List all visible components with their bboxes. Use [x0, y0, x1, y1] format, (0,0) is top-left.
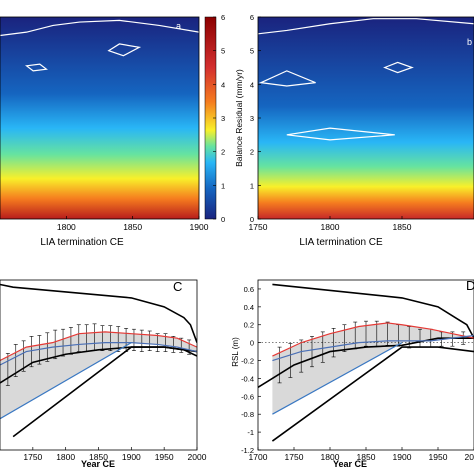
y-tick-label: 0: [250, 215, 254, 224]
x-tick-label: 1850: [89, 452, 108, 462]
colorbar-tick-label: 1: [221, 181, 225, 190]
series-line: [0, 346, 197, 384]
y-tick-label: 4: [250, 80, 254, 89]
y-tick-label: -0.6: [241, 392, 254, 401]
y-tick-label: 0.2: [244, 321, 254, 330]
panel-b-xlabel: LIA termination CE: [299, 237, 383, 248]
x-tick-label: 1950: [429, 452, 448, 462]
y-tick-label: 5: [250, 47, 254, 56]
panel-a-label: a: [176, 21, 181, 31]
y-tick-label: 6: [250, 13, 254, 22]
x-tick-label: 1750: [285, 452, 304, 462]
panel-c-label: C: [173, 279, 182, 294]
x-tick-label: 1800: [321, 452, 340, 462]
series-line: [0, 342, 197, 366]
colorbar-tick-label: 6: [221, 13, 225, 22]
y-tick-label: 2: [250, 148, 254, 157]
y-tick-label: -1: [247, 428, 254, 437]
x-tick-label: 1850: [357, 452, 376, 462]
colorbar-tick-label: 5: [221, 47, 225, 56]
y-tick-label: 1: [250, 181, 254, 190]
series-line: [272, 342, 403, 415]
contour-line: [258, 18, 474, 35]
panel-a-frame: [0, 16, 200, 220]
panel-b: b 1750 1800 1850 0 1 2 3 4 5 6 Balance Residual …: [234, 13, 474, 248]
y-tick-label: 0: [250, 339, 254, 348]
x-tick-label: 1700: [249, 452, 268, 462]
panel-d-xlabel: Year CE: [333, 459, 367, 469]
series-line: [272, 334, 474, 362]
panel-d-label: D: [466, 278, 474, 293]
x-tick-label: 1750: [249, 222, 268, 232]
panel-b-label: b: [467, 37, 472, 47]
series-line: [272, 322, 474, 357]
series-line: [272, 283, 474, 339]
panel-a: a 1800 1850 1900 LIA termination CE 0 1 2 3 4 5…: [0, 13, 225, 248]
x-tick-label: 1900: [122, 452, 141, 462]
series-line: [258, 337, 474, 389]
x-tick-label: 1900: [393, 452, 412, 462]
x-tick-label: 1900: [190, 222, 209, 232]
series-line: [0, 331, 197, 362]
contour-line: [383, 61, 414, 74]
x-tick-label: 2000: [465, 452, 474, 462]
panel-c: C 1750 1800 1850 1900 1950 2000 Year CE: [0, 279, 207, 469]
x-tick-label: 1750: [23, 452, 42, 462]
y-tick-label: -0.8: [241, 410, 254, 419]
panel-a-heatmap: [0, 17, 199, 219]
y-tick-label: 0.6: [244, 285, 254, 294]
colorbar-tick-label: 2: [221, 148, 225, 157]
x-tick-label: 1950: [155, 452, 174, 462]
x-tick-label: 1850: [393, 222, 412, 232]
panel-b-ylabel: Balance Residual (mm/yr): [234, 69, 244, 167]
contour-line: [0, 19, 199, 37]
contour-line: [107, 43, 142, 57]
panel-a-xlabel: LIA termination CE: [40, 237, 124, 248]
y-tick-label: -1.2: [241, 446, 254, 455]
panel-b-heatmap: [258, 17, 474, 219]
y-tick-label: 0.4: [244, 303, 254, 312]
x-tick-label: 1800: [321, 222, 340, 232]
contour-line: [286, 127, 395, 141]
shaded-range: [0, 331, 197, 419]
y-tick-label: -0.4: [241, 374, 254, 383]
colorbar-tick-label: 0: [221, 215, 225, 224]
panel-c-xlabel: Year CE: [81, 459, 115, 469]
panel-d-ylabel: RSL (m): [231, 337, 240, 367]
colorbar-tick-label: 4: [221, 80, 225, 89]
x-tick-label: 2000: [188, 452, 207, 462]
contour-line: [25, 63, 48, 72]
series-line: [0, 342, 132, 420]
y-tick-label: -0.2: [241, 357, 254, 366]
colorbar-tick-label: 3: [221, 114, 225, 123]
x-tick-label: 1850: [123, 222, 142, 232]
series-line: [0, 283, 197, 343]
y-tick-label: 3: [250, 114, 254, 123]
x-tick-label: 1800: [56, 452, 75, 462]
x-tick-label: 1800: [57, 222, 76, 232]
series-line: [271, 346, 474, 442]
panel-d: D 1700 1750 1800 1850 1900 1950 2000 -1.2 -1 -0.…: [231, 278, 474, 469]
contour-line: [258, 70, 316, 87]
